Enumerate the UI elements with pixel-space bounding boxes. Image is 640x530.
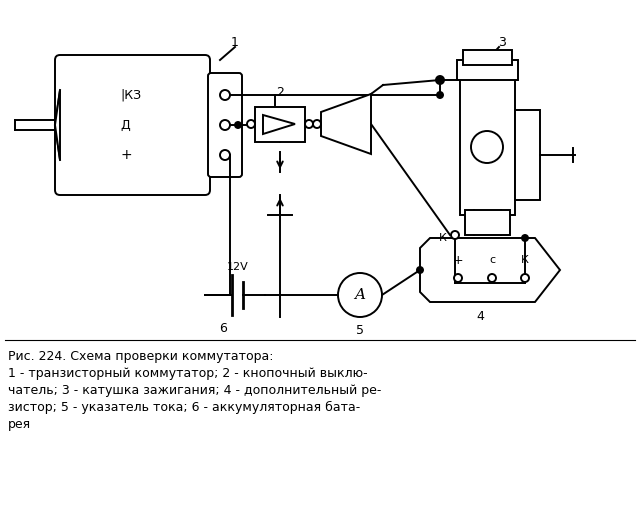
Circle shape [454,274,462,282]
Text: К: К [521,255,529,265]
Circle shape [417,267,423,273]
Circle shape [220,120,230,130]
Bar [457,60,518,80]
Text: A: A [355,288,365,302]
Text: с: с [489,255,495,265]
Polygon shape [263,115,295,134]
Polygon shape [420,238,560,302]
Text: +: + [120,148,132,162]
Text: зистор; 5 - указатель тока; 6 - аккумуляторная бата-: зистор; 5 - указатель тока; 6 - аккумуля… [8,401,360,414]
Text: 1 - транзисторный коммутатор; 2 - кнопочный выклю-: 1 - транзисторный коммутатор; 2 - кнопоч… [8,367,367,380]
Text: |КЗ: |КЗ [120,89,141,102]
Circle shape [488,274,496,282]
Bar [463,50,512,65]
Text: рея: рея [8,418,31,431]
FancyBboxPatch shape [208,73,242,177]
Text: 3: 3 [498,37,506,49]
Text: 6: 6 [219,322,227,334]
Text: чатель; 3 - катушка зажигания; 4 - дополнительный ре-: чатель; 3 - катушка зажигания; 4 - допол… [8,384,381,397]
Text: +: + [452,253,463,267]
Bar [460,65,515,215]
Circle shape [437,92,443,98]
Text: 2: 2 [276,85,284,99]
Circle shape [437,77,443,83]
Bar [210,75,240,175]
Polygon shape [321,94,371,154]
Text: К: К [439,233,447,243]
Circle shape [451,231,459,239]
Bar [515,110,540,200]
Bar [465,210,510,235]
Bar [255,107,305,142]
Circle shape [436,76,444,84]
Text: Д: Д [120,119,130,131]
Text: 12V: 12V [227,262,249,272]
Circle shape [521,274,529,282]
Polygon shape [55,90,60,160]
FancyBboxPatch shape [55,55,210,195]
Circle shape [247,120,255,128]
Text: Рис. 224. Схема проверки коммутатора:: Рис. 224. Схема проверки коммутатора: [8,350,273,363]
Circle shape [338,273,382,317]
Circle shape [220,90,230,100]
Text: 5: 5 [356,323,364,337]
Circle shape [313,120,321,128]
Circle shape [471,131,503,163]
Text: 1: 1 [231,37,239,49]
Circle shape [235,122,241,128]
Text: 4: 4 [476,310,484,322]
Circle shape [220,150,230,160]
Circle shape [522,235,528,241]
Circle shape [305,120,313,128]
